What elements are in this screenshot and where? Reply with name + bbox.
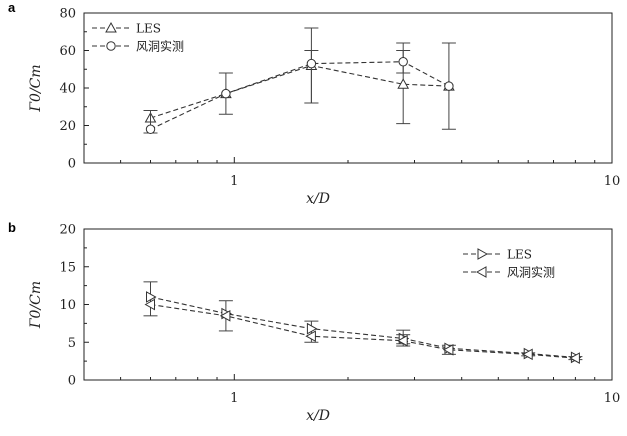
y-tick-label: 5 — [68, 336, 76, 351]
data-point — [397, 334, 408, 347]
x-tick-label: 10 — [604, 174, 621, 189]
data-point — [221, 88, 231, 99]
data-point — [444, 81, 454, 91]
data-point — [306, 322, 318, 335]
y-tick-label: 0 — [68, 157, 76, 172]
y-tick-label: 20 — [59, 119, 76, 134]
data-point — [144, 298, 156, 311]
x-tick-label: 1 — [230, 174, 238, 189]
y-tick-label: 60 — [59, 44, 76, 59]
y-tick-label: 20 — [59, 223, 76, 238]
panel-b-chart: b 0 5 10 15 20 1 10 x/D Γ0/Cm LES 风洞实测 — [8, 220, 620, 424]
plot-frame — [83, 12, 613, 164]
y-tick-label: 80 — [59, 7, 76, 22]
panel-letter: b — [8, 220, 16, 235]
y-axis-label: Γ0/Cm — [28, 64, 44, 112]
legend-marker — [477, 248, 489, 260]
x-axis-label: x/D — [306, 191, 330, 207]
series-line — [150, 296, 576, 358]
x-tick-label: 1 — [230, 391, 238, 406]
x-tick-label: 10 — [604, 391, 621, 406]
y-tick-label: 0 — [68, 374, 76, 389]
data-point — [569, 352, 580, 364]
legend-label: LES — [136, 22, 161, 36]
y-axis-label: Γ0/Cm — [28, 281, 44, 329]
legend-label: LES — [507, 248, 532, 262]
data-point — [442, 343, 454, 356]
series-line — [150, 61, 450, 130]
y-tick-label: 10 — [59, 298, 76, 313]
y-tick-label: 40 — [59, 82, 76, 97]
legend-marker — [475, 266, 487, 278]
data-point — [145, 124, 156, 134]
legend-label: 风洞实测 — [507, 265, 555, 280]
x-axis-label: x/D — [306, 408, 330, 424]
legend-label: 风洞实测 — [136, 39, 184, 54]
legend-marker — [106, 41, 116, 51]
data-point — [219, 309, 231, 322]
panel-letter: a — [8, 0, 16, 15]
data-point — [306, 58, 317, 69]
data-point — [397, 78, 410, 89]
data-point — [522, 348, 533, 361]
panel-a-chart: a 0 20 40 60 80 1 10 x/D Γ0/Cm LES 风洞实测 — [8, 0, 620, 207]
data-point — [398, 57, 408, 67]
data-point — [146, 291, 157, 303]
series-line — [150, 303, 576, 359]
legend-marker — [105, 21, 117, 33]
data-point — [305, 330, 316, 343]
y-tick-label: 15 — [59, 260, 76, 275]
plot-frame — [83, 228, 613, 381]
